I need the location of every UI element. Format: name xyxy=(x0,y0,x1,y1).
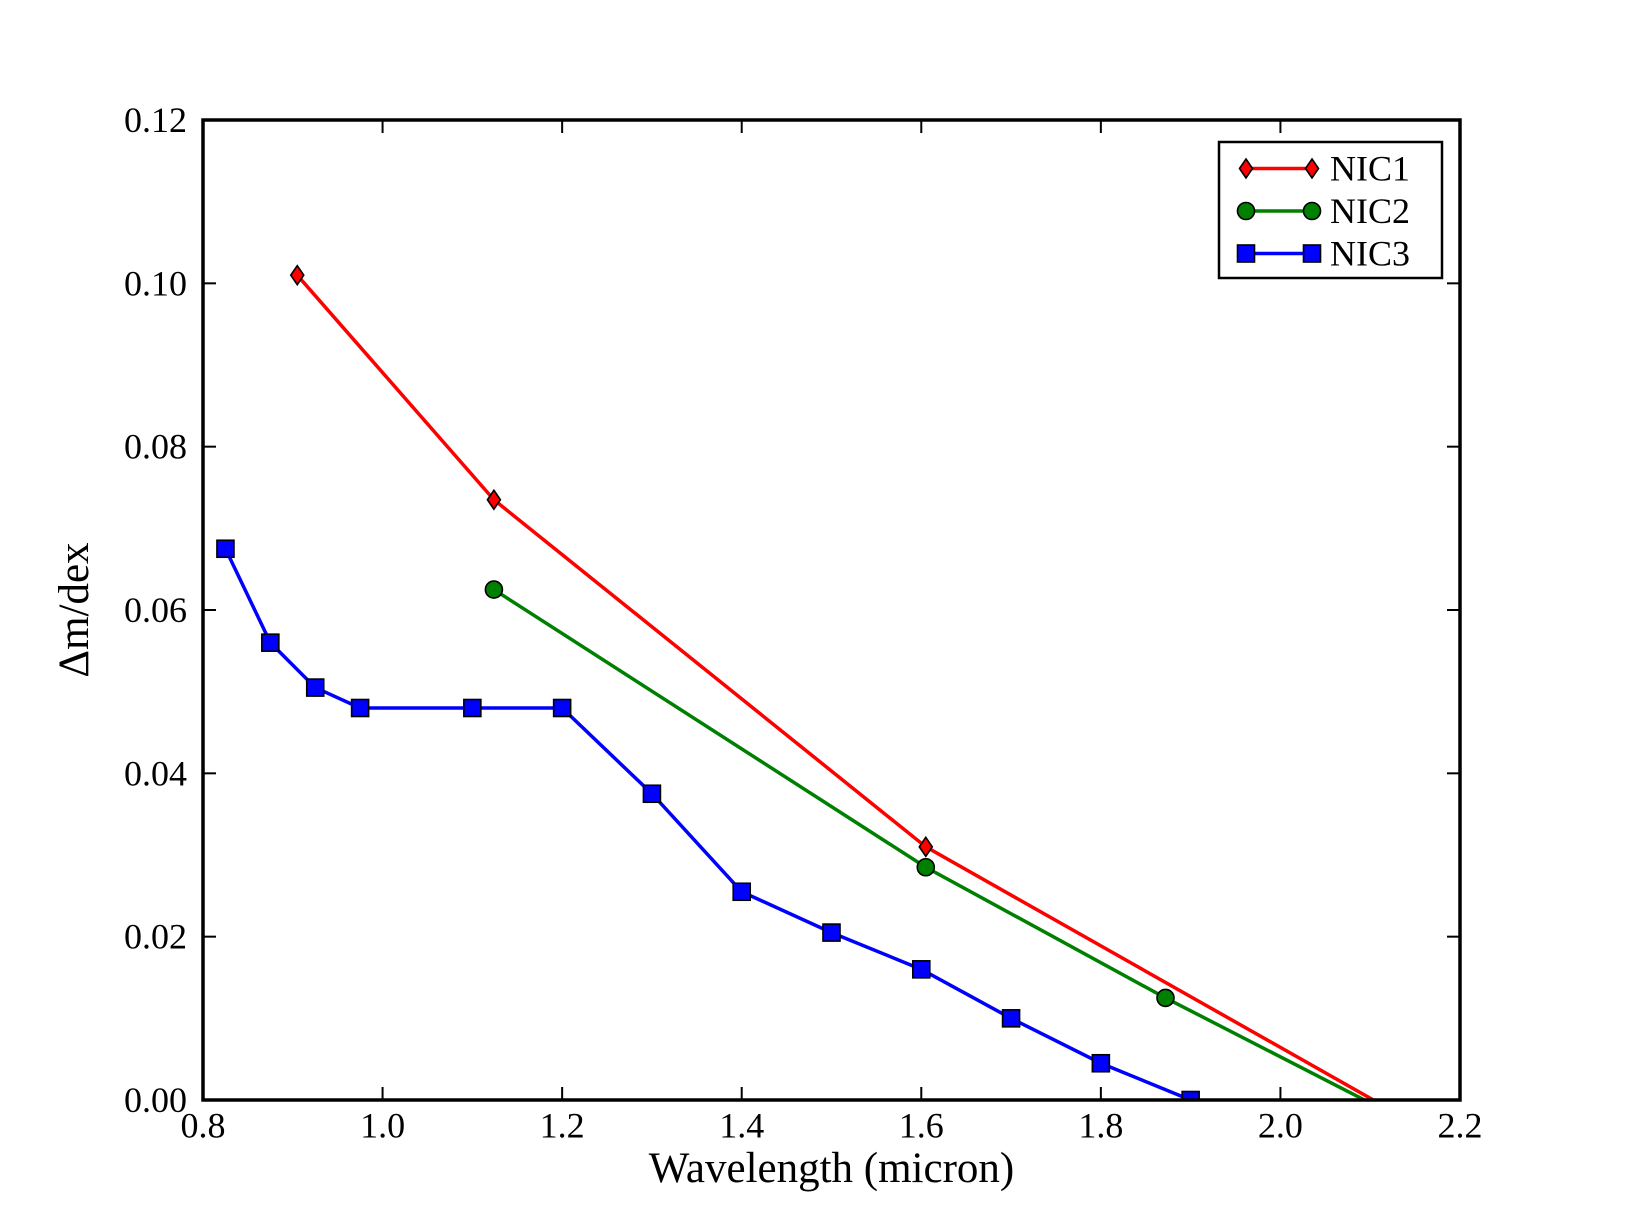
series-marker-NIC3 xyxy=(642,784,662,804)
series-line-NIC2 xyxy=(492,587,1369,1100)
y-tick-label: 0.00 xyxy=(124,1080,187,1120)
series-marker-NIC3 xyxy=(305,678,325,697)
series-marker-NIC2 xyxy=(484,580,504,599)
legend-entry-NIC1: NIC1 xyxy=(1238,149,1410,189)
legend-label-NIC3: NIC3 xyxy=(1330,234,1410,274)
series-NIC2 xyxy=(484,580,1369,1100)
x-tick-label: 2.0 xyxy=(1258,1106,1303,1146)
legend-marker-NIC3 xyxy=(1236,244,1256,263)
x-tick-label: 1.6 xyxy=(899,1106,944,1146)
series-marker-NIC1 xyxy=(918,835,934,858)
x-tick-label: 0.8 xyxy=(181,1106,226,1146)
series-marker-NIC3 xyxy=(1001,1009,1021,1028)
series-marker-NIC1 xyxy=(486,488,502,511)
series-marker-NIC3 xyxy=(732,882,752,902)
legend-marker-NIC1 xyxy=(1238,157,1254,180)
y-tick-label: 0.10 xyxy=(124,263,187,303)
series-marker-NIC2 xyxy=(916,857,936,877)
x-tick-label: 2.2 xyxy=(1438,1106,1483,1146)
legend-label-NIC1: NIC1 xyxy=(1330,149,1410,189)
series-line-NIC1 xyxy=(295,273,1377,1100)
series-marker-NIC3 xyxy=(463,698,482,718)
series-marker-NIC3 xyxy=(261,633,280,652)
x-axis-label: Wavelength (micron) xyxy=(649,1145,1014,1192)
series-marker-NIC2 xyxy=(1156,988,1175,1008)
series-NIC1 xyxy=(289,264,1377,1100)
x-tick-label: 1.0 xyxy=(360,1106,405,1146)
legend-marker-NIC2 xyxy=(1302,201,1322,221)
x-tick-label: 1.8 xyxy=(1078,1106,1123,1146)
series-NIC3 xyxy=(216,539,1200,1100)
series-marker-NIC3 xyxy=(552,698,572,718)
y-tick-label: 0.04 xyxy=(124,753,187,793)
series-marker-NIC3 xyxy=(822,923,841,942)
series-marker-NIC3 xyxy=(911,960,931,979)
series-marker-NIC3 xyxy=(216,539,235,559)
y-tick-label: 0.02 xyxy=(124,917,187,957)
y-tick-label: 0.12 xyxy=(124,100,187,140)
series-marker-NIC3 xyxy=(1091,1053,1111,1073)
series-marker-NIC1 xyxy=(289,264,305,287)
series-marker-NIC3 xyxy=(350,698,370,718)
legend-marker-NIC1 xyxy=(1304,157,1320,180)
y-tick-label: 0.08 xyxy=(124,427,187,467)
x-tick-label: 1.4 xyxy=(719,1106,764,1146)
y-axis-label: Δm/dex xyxy=(51,542,98,677)
legend-label-NIC2: NIC2 xyxy=(1330,191,1410,231)
legend-marker-NIC2 xyxy=(1236,201,1256,221)
x-tick-label: 1.2 xyxy=(540,1106,585,1146)
legend-entry-NIC2: NIC2 xyxy=(1236,191,1410,231)
y-tick-label: 0.06 xyxy=(124,590,187,630)
series-marker-NIC3 xyxy=(1181,1090,1200,1100)
legend-entry-NIC3: NIC3 xyxy=(1236,234,1410,274)
legend-marker-NIC3 xyxy=(1302,244,1322,263)
